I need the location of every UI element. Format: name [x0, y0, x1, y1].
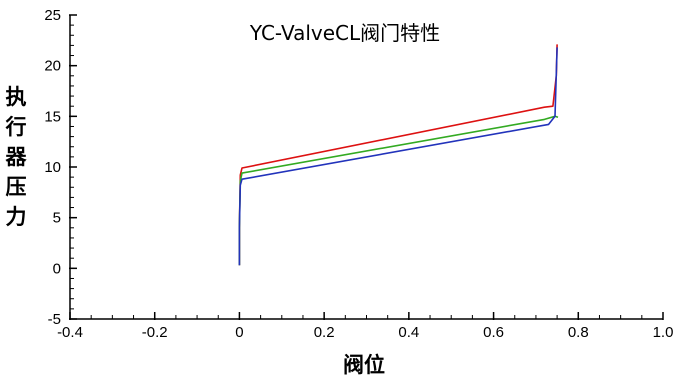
- x-tick-label: 0.6: [483, 324, 504, 341]
- y-axis-label-char: 器: [5, 145, 28, 169]
- y-tick-label: -5: [48, 311, 61, 328]
- y-axis-label-char: 行: [5, 115, 27, 139]
- x-tick-label: 0.2: [314, 324, 335, 341]
- y-tick-label: 0: [53, 260, 61, 277]
- major-ticks: [69, 14, 664, 320]
- series-group: [238, 44, 559, 266]
- x-tick-label: 0: [235, 324, 243, 341]
- x-axis-label: 阀位: [343, 353, 385, 377]
- y-axis-label-char: 力: [6, 205, 27, 229]
- series-line-1: [238, 44, 558, 266]
- axes: [69, 15, 663, 320]
- x-tick-label: 1.0: [653, 324, 674, 341]
- y-axis-label-char: 执: [6, 85, 27, 109]
- y-tick-labels: -5 0 5 10 15 20 25: [44, 7, 61, 328]
- y-tick-label: 15: [44, 108, 61, 125]
- y-axis-label-char: 压: [6, 175, 27, 199]
- y-tick-label: 10: [44, 159, 61, 176]
- minor-ticks: [69, 14, 664, 320]
- x-tick-label: 0.8: [568, 324, 589, 341]
- series-line-3: [238, 47, 558, 266]
- y-tick-label: 20: [44, 58, 61, 75]
- x-tick-label: -0.2: [142, 324, 168, 341]
- y-tick-label: 25: [44, 7, 61, 24]
- x-tick-label: -0.4: [57, 324, 83, 341]
- x-tick-label: 0.4: [398, 324, 419, 341]
- y-tick-label: 5: [53, 210, 61, 227]
- chart-title: YC-ValveCL阀门特性: [249, 21, 440, 45]
- series-line-2: [238, 115, 559, 266]
- x-tick-labels: -0.4 -0.2 0 0.2 0.4 0.6 0.8 1.0: [57, 324, 673, 341]
